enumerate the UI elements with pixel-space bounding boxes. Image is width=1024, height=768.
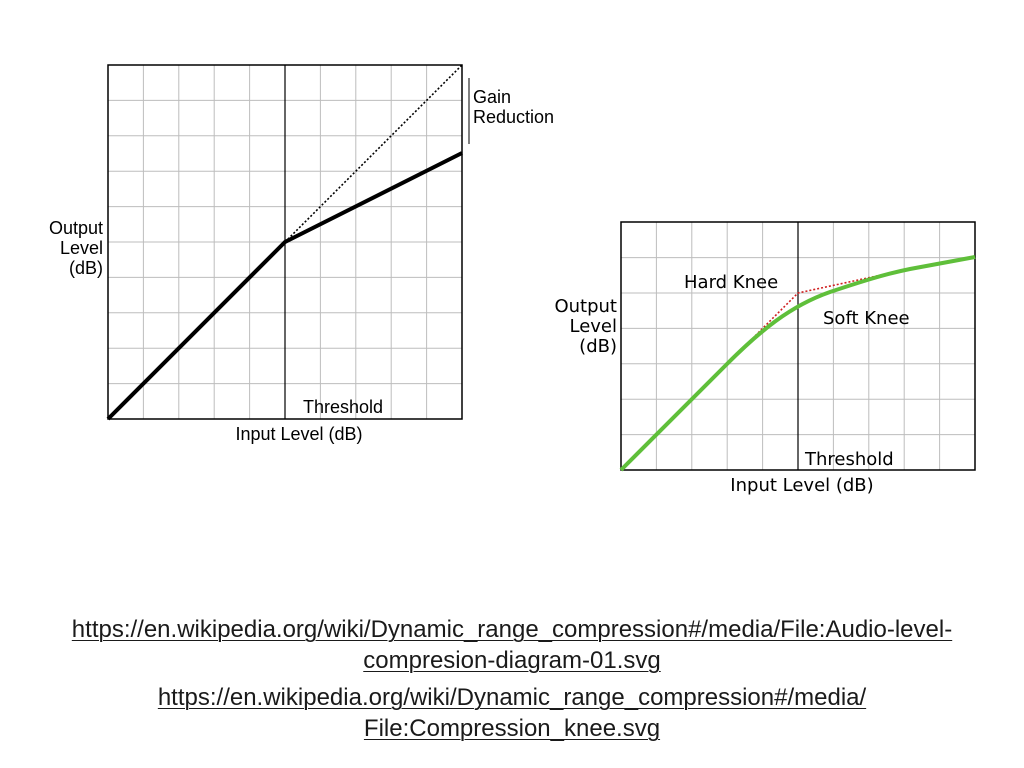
left-ylabel-line3: (dB) — [69, 258, 103, 278]
source-link-2-block: https://en.wikipedia.org/wiki/Dynamic_ra… — [0, 682, 1024, 744]
source-link-2-line2[interactable]: File:Compression_knee.svg — [363, 715, 661, 742]
soft-knee-label: Soft Knee — [823, 308, 910, 329]
diagrams-canvas: Gain Reduction Output Level (dB) Thresho… — [49, 64, 976, 496]
left-compression-diagram: Gain Reduction Output Level (dB) Thresho… — [49, 64, 554, 444]
left-ylabel-line1: Output — [49, 218, 103, 238]
right-threshold-label: Threshold — [804, 449, 894, 470]
source-link-1-line2[interactable]: compresion-diagram-01.svg — [363, 647, 661, 674]
left-threshold-label: Threshold — [303, 397, 383, 417]
gain-reduction-label-line1: Gain — [473, 87, 511, 107]
soft-knee-curve — [619, 255, 976, 472]
right-knee-diagram: Hard Knee Soft Knee Output Level (dB) Th… — [554, 221, 976, 496]
gain-reduction-label-line2: Reduction — [473, 107, 554, 127]
left-xlabel: Input Level (dB) — [235, 424, 362, 444]
right-xlabel: Input Level (dB) — [730, 475, 873, 496]
left-uncompressed-dotted-line — [284, 64, 463, 243]
left-ylabel-line2: Level — [60, 238, 103, 258]
right-ylabel-line2: Level — [569, 316, 617, 337]
source-links: https://en.wikipedia.org/wiki/Dynamic_ra… — [0, 614, 1024, 750]
right-ylabel-line3: (dB) — [579, 336, 617, 357]
left-compression-curve — [106, 151, 463, 421]
right-ylabel-line1: Output — [554, 296, 617, 317]
source-link-1-line1[interactable]: https://en.wikipedia.org/wiki/Dynamic_ra… — [71, 616, 953, 643]
source-link-1-block: https://en.wikipedia.org/wiki/Dynamic_ra… — [0, 614, 1024, 676]
hard-knee-label: Hard Knee — [684, 272, 778, 293]
source-link-2-line1[interactable]: https://en.wikipedia.org/wiki/Dynamic_ra… — [157, 684, 867, 711]
